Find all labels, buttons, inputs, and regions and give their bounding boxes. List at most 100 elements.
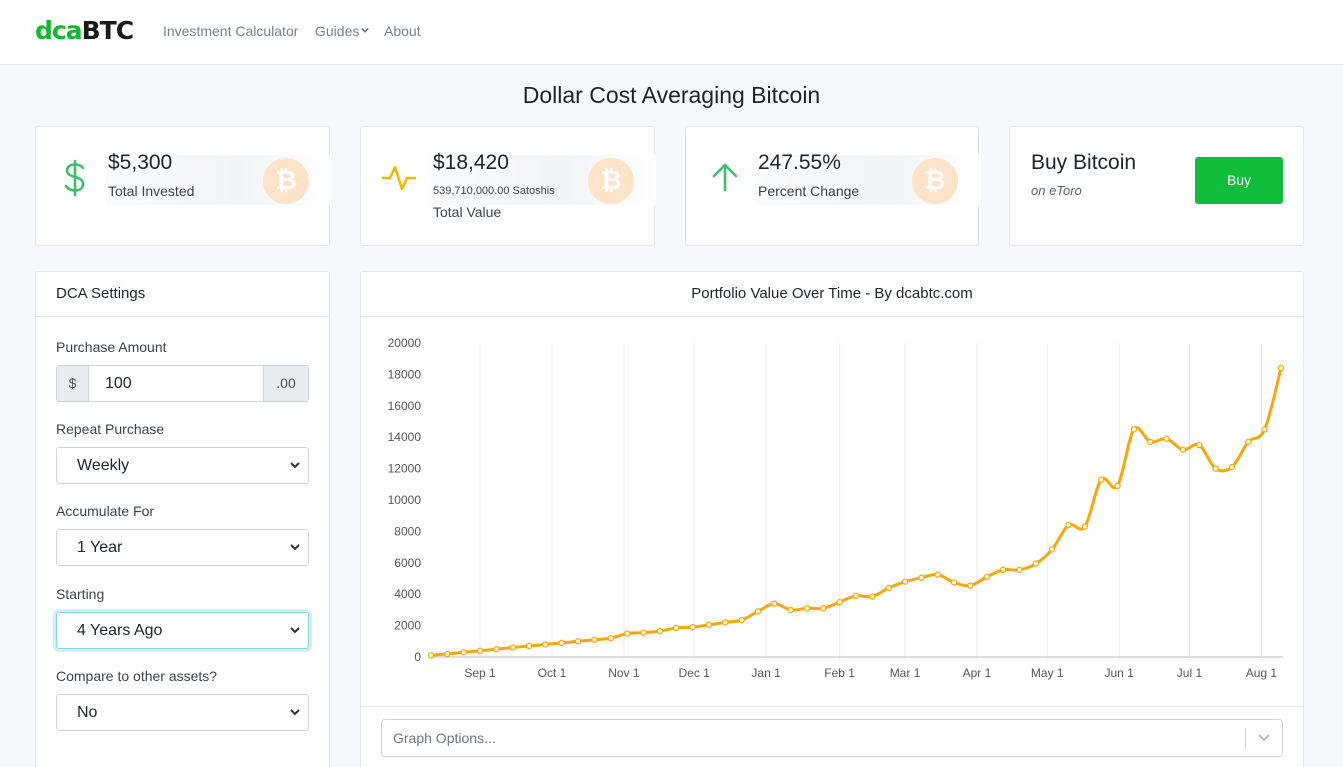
y-tick-label: 2000 xyxy=(394,619,421,633)
chevron-down-icon xyxy=(290,709,300,716)
dca-settings-card: DCA Settings Purchase Amount $ 100 .00 R… xyxy=(35,271,330,767)
x-tick-label: Jan 1 xyxy=(751,666,781,680)
data-point xyxy=(542,641,549,648)
data-point xyxy=(1097,476,1105,483)
buy-bitcoin-card: Buy Bitcoin on eToro Buy xyxy=(1009,126,1304,246)
x-tick-label: Feb 1 xyxy=(824,666,855,680)
chart-title: Portfolio Value Over Time - By dcabtc.co… xyxy=(361,272,1303,317)
data-point xyxy=(558,639,565,647)
x-tick-label: Oct 1 xyxy=(538,666,567,680)
dcabtc-logo[interactable]: dcaBTC xyxy=(35,16,134,45)
divider xyxy=(361,706,1303,707)
portfolio-value-line xyxy=(430,367,1283,657)
total-invested-value: $5,300 xyxy=(108,151,173,174)
data-point xyxy=(918,574,925,581)
data-point xyxy=(738,616,745,624)
purchase-amount-input[interactable]: 100 xyxy=(105,375,132,392)
portfolio-chart-card: Portfolio Value Over Time - By dcabtc.co… xyxy=(360,271,1304,767)
data-point xyxy=(623,630,631,637)
data-point xyxy=(1081,523,1089,530)
data-point xyxy=(1114,482,1121,490)
y-tick-label: 12000 xyxy=(388,462,422,476)
y-tick-label: 8000 xyxy=(394,524,421,538)
accumulate-for-select[interactable]: 1 Year xyxy=(56,529,309,566)
activity-pulse-icon xyxy=(382,165,416,191)
buy-bitcoin-subtitle: on eToro xyxy=(1031,183,1082,198)
purchase-amount-group: $ 100 .00 xyxy=(56,365,309,402)
x-tick-label: May 1 xyxy=(1031,666,1064,680)
chevron-down-icon xyxy=(1258,734,1270,742)
data-point xyxy=(852,592,860,599)
bitcoin-icon: ₿ xyxy=(912,158,958,204)
data-point xyxy=(1016,566,1023,574)
cents-suffix: .00 xyxy=(263,366,308,401)
currency-prefix: $ xyxy=(57,366,89,401)
data-point xyxy=(493,645,500,653)
bitcoin-icon: ₿ xyxy=(263,158,309,204)
page-title: Dollar Cost Averaging Bitcoin xyxy=(522,82,821,108)
arrow-up-icon xyxy=(712,163,738,192)
data-point xyxy=(656,627,664,635)
data-point xyxy=(509,644,516,651)
top-navbar: dcaBTC Investment Calculator Guides Abou… xyxy=(0,0,1343,65)
data-point xyxy=(607,634,615,642)
nav-link-about[interactable]: About xyxy=(384,23,421,39)
data-point xyxy=(444,650,451,658)
data-point xyxy=(672,624,680,632)
y-tick-label: 6000 xyxy=(394,556,421,570)
x-tick-label: Jun 1 xyxy=(1104,666,1134,680)
total-invested-label: Total Invested xyxy=(108,183,195,199)
x-tick-label: Apr 1 xyxy=(963,666,992,680)
repeat-purchase-label: Repeat Purchase xyxy=(56,421,165,437)
data-point xyxy=(1196,441,1203,449)
y-tick-label: 4000 xyxy=(394,587,421,601)
data-point xyxy=(1261,426,1268,433)
x-tick-label: Sep 1 xyxy=(464,666,496,680)
data-point xyxy=(689,623,696,631)
data-point xyxy=(771,600,778,607)
nav-link-investment-calculator[interactable]: Investment Calculator xyxy=(163,23,299,39)
x-tick-label: Aug 1 xyxy=(1246,666,1278,680)
buy-button[interactable]: Buy xyxy=(1195,157,1283,204)
y-tick-label: 10000 xyxy=(388,493,422,507)
data-point xyxy=(803,605,811,612)
y-tick-label: 14000 xyxy=(388,430,422,444)
x-tick-label: Mar 1 xyxy=(890,666,921,680)
chevron-down-icon xyxy=(290,462,300,469)
compare-assets-select[interactable]: No xyxy=(56,694,309,731)
y-tick-label: 20000 xyxy=(388,336,422,350)
portfolio-line-chart: 0 2000 4000 6000 8000 10000 12000 14000 16000 180… xyxy=(388,336,1285,680)
graph-options-select[interactable]: Graph Options... xyxy=(381,719,1283,757)
x-tick-label: Dec 1 xyxy=(678,666,710,680)
data-point xyxy=(885,584,892,592)
data-point xyxy=(754,608,762,615)
data-point xyxy=(427,652,435,659)
data-point xyxy=(950,579,958,586)
total-value-card: $18,420 539,710,000.00 Satoshis Total Va… xyxy=(360,126,656,246)
repeat-purchase-select[interactable]: Weekly xyxy=(56,447,309,484)
select-separator xyxy=(1245,728,1246,748)
y-tick-label: 16000 xyxy=(388,399,422,413)
percent-change-card: 247.55% Percent Change ₿ xyxy=(685,126,981,246)
data-point xyxy=(591,636,598,643)
nav-link-guides[interactable]: Guides xyxy=(315,23,370,39)
data-point xyxy=(983,573,990,581)
data-point xyxy=(787,606,794,614)
total-value-label: Total Value xyxy=(433,204,502,220)
data-point xyxy=(1065,521,1072,529)
dollar-sign-icon xyxy=(64,159,85,197)
data-point xyxy=(1147,438,1154,446)
total-invested-card: $5,300 Total Invested ₿ xyxy=(35,126,331,246)
x-tick-label: Nov 1 xyxy=(608,666,640,680)
x-tick-label: Jul 1 xyxy=(1177,666,1203,680)
data-point xyxy=(1245,438,1252,446)
data-point xyxy=(901,578,909,585)
data-point xyxy=(820,605,827,612)
starting-select[interactable]: 4 Years Ago xyxy=(56,612,309,649)
data-point xyxy=(1228,463,1236,471)
data-point xyxy=(574,638,582,645)
compare-assets-label: Compare to other assets? xyxy=(56,668,218,684)
total-value-value: $18,420 xyxy=(433,151,509,174)
data-point xyxy=(1212,465,1219,472)
data-point xyxy=(999,566,1007,574)
